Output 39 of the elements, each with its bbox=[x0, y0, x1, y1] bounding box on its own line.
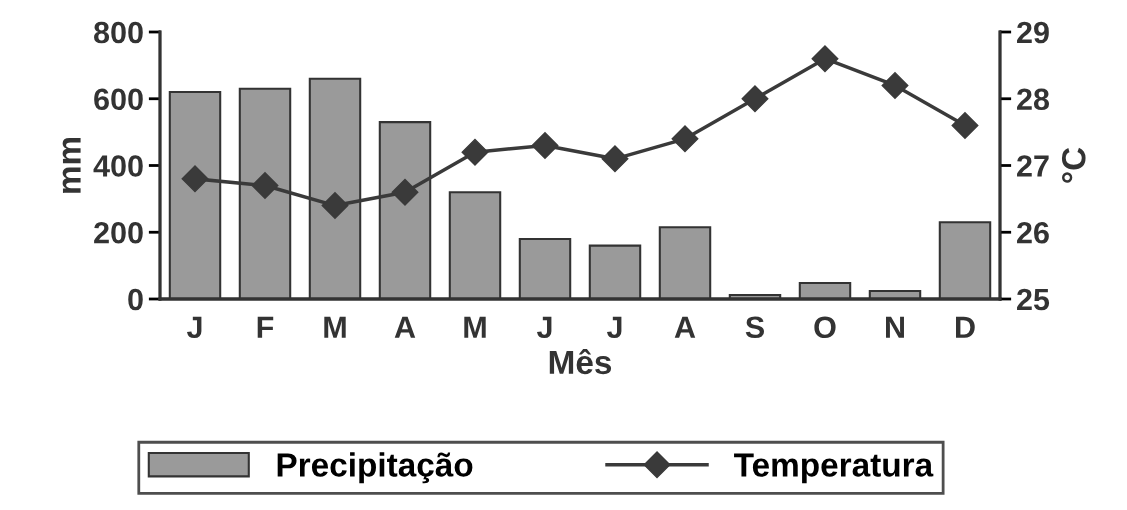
y2-tick-label: 28 bbox=[1017, 88, 1050, 111]
y-tick-label: 600 bbox=[94, 88, 143, 111]
point bbox=[251, 172, 279, 199]
x-tick-label: D bbox=[956, 316, 975, 338]
point bbox=[391, 178, 419, 206]
x-tick-label: M bbox=[324, 316, 346, 338]
x-tick-label: S bbox=[745, 316, 764, 339]
x-tick-label: F bbox=[257, 316, 274, 338]
y-axis-title: mm bbox=[62, 137, 81, 193]
x-tick-label: O bbox=[814, 316, 836, 339]
point bbox=[951, 111, 979, 139]
x-axis-title: Mês bbox=[549, 348, 612, 375]
x-tick-label: N bbox=[886, 316, 904, 338]
y2-tick-label: 27 bbox=[1017, 155, 1049, 177]
x-tick-label: A bbox=[394, 316, 416, 338]
point bbox=[601, 145, 629, 173]
legend-label: Precipitação bbox=[277, 452, 473, 484]
point bbox=[741, 85, 769, 113]
y-tick-label: 0 bbox=[128, 288, 143, 311]
x-tick-label: J bbox=[536, 316, 552, 339]
point bbox=[461, 138, 489, 166]
point bbox=[321, 192, 349, 220]
x-tick-label: A bbox=[674, 316, 696, 338]
y2-tick-label: 26 bbox=[1017, 221, 1049, 244]
point bbox=[181, 165, 209, 193]
y2-tick-label: 25 bbox=[1017, 288, 1050, 311]
y-tick-label: 400 bbox=[93, 155, 143, 177]
x-tick-label: J bbox=[186, 316, 202, 339]
point bbox=[531, 132, 559, 159]
y-tick-label: 200 bbox=[94, 221, 143, 244]
point bbox=[671, 125, 699, 153]
legend-label: Temperatura bbox=[734, 453, 934, 484]
y-tick-label: 800 bbox=[94, 21, 143, 44]
y2-tick-label: 29 bbox=[1017, 21, 1049, 44]
point bbox=[881, 71, 909, 99]
x-tick-label: M bbox=[464, 316, 486, 338]
x-tick-label: J bbox=[606, 316, 622, 339]
point bbox=[811, 45, 839, 73]
y2-axis-title: °C bbox=[1061, 147, 1086, 183]
